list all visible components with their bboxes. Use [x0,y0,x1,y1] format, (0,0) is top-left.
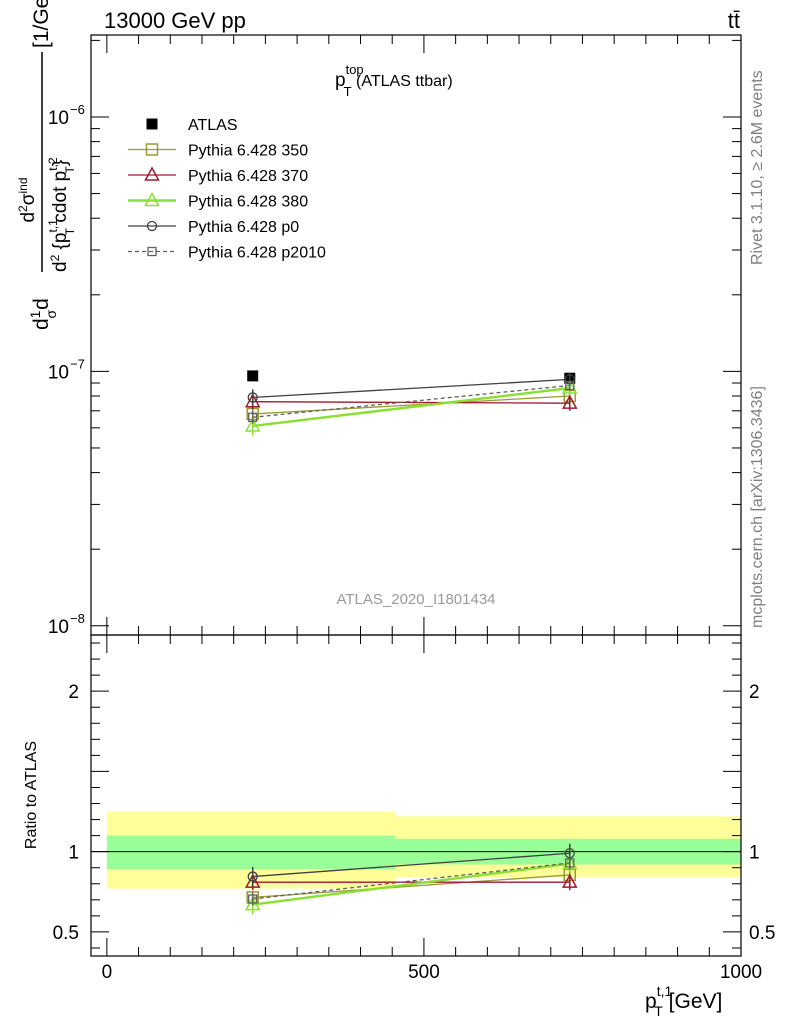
header-final-state: tt̄ [728,8,740,33]
ratio-y-tick-label-left: 0.5 [53,923,79,944]
legend-label-pythia-6-428-370: Pythia 6.428 370 [188,168,308,185]
main-point-pythia-6-428-370 [562,394,578,409]
main-point-pythia-6-428-p0 [247,392,258,403]
main-line-pythia-6-428-370 [252,401,570,404]
ratio-point-pythia-6-428-p2010 [565,858,575,868]
legend-marker-pythia-6-428-380 [144,191,160,207]
x-tick-label: 0 [102,962,113,983]
main-y-tick-exponent: −6 [70,102,85,117]
ratio-line-pythia-6-428-380 [252,862,570,906]
plot-title: ptop T (ATLAS ttbar) [335,62,453,99]
main-y-tick-exponent: −8 [70,611,85,626]
main-point-pythia-6-428-380 [244,417,261,432]
series-lines [252,378,570,906]
rivet-label: Rivet 3.1.10, ≥ 2.6M events [749,70,766,265]
ratio-y-tick-label-right: 0.5 [749,923,775,944]
svg-text:d1σd: d1σd [27,298,59,330]
main-line-pythia-6-428-380 [252,386,570,428]
main-y-tick-label: 10 [48,362,69,383]
ratio-y-tick-label-right: 1 [749,843,760,864]
svg-text:[1/GeV2]: [1/GeV2] [26,0,53,48]
main-point-atlas [247,370,259,382]
legend-label-pythia-6-428-380: Pythia 6.428 380 [188,194,308,211]
svg-text:d2σind: d2σind [16,177,39,222]
main-line-pythia-6-428-p0 [252,378,570,399]
header-process: 13000 GeV pp [104,8,246,33]
tick-labels: 10−810−710 −60.5 0.51 12 20 500 1000 [48,102,776,983]
ratio-y-tick-label-left: 2 [68,682,79,703]
legend-marker-pythia-6-428-370 [144,166,160,181]
ratio-frame [90,634,742,957]
legend-label-atlas: ATLAS [188,117,238,134]
ratio-uncertainty-bands [106,811,741,889]
x-tick-label: 500 [408,962,440,983]
ratio-point-pythia-6-428-p0 [247,871,258,882]
ratio-line-pythia-6-428-p0 [252,852,570,878]
main-y-axis-label: d1σd d2σind d2 {pt,1 T cdot pt,2 T} [1/GeV… [16,0,77,330]
axes [90,34,742,957]
ratio-point-pythia-6-428-370 [244,873,261,888]
x-tick-label: 1000 [720,962,762,983]
main-y-tick-exponent: −7 [70,356,85,371]
ratio-point-pythia-6-428-370 [562,873,578,888]
main-y-tick-label: 10 [48,617,69,638]
main-line-pythia-6-428-350 [252,395,570,415]
legend-marker-pythia-6-428-350 [145,143,159,156]
data-marks [244,370,578,915]
band-inner-0 [106,835,396,870]
x-axis-label: pt,1 T [GeV] [645,983,722,1019]
main-point-pythia-6-428-380 [562,379,578,394]
legend-label-pythia-6-428-p0: Pythia 6.428 p0 [188,219,299,236]
legend-label-pythia-6-428-350: Pythia 6.428 350 [188,143,308,160]
main-point-pythia-6-428-p2010 [248,412,258,422]
legend-marker-pythia-6-428-p2010 [147,246,157,257]
analysis-label: ATLAS_2020_I1801434 [336,591,495,608]
legend: ATLAS Pythia 6.428 350 Pythia 6.428 370 Pyt… [128,117,326,262]
ratio-point-pythia-6-428-p2010 [248,894,258,904]
mcplots-label: mcplots.cern.ch [arXiv:1306.3436] [749,386,766,628]
legend-label-pythia-6-428-p2010: Pythia 6.428 p2010 [188,245,326,262]
ratio-line-pythia-6-428-350 [252,874,570,899]
main-point-pythia-6-428-p2010 [565,380,575,391]
main-y-tick-label: 10 [48,108,69,129]
legend-marker-atlas [146,118,158,130]
ratio-y-tick-label-left: 1 [68,843,79,864]
legend-marker-pythia-6-428-p0 [146,220,158,232]
svg-text:d2 {pt,1T cdot pt,2T}: d2 {pt,1 T cdot pt,2 T} [46,157,77,272]
ratio-y-tick-label-right: 2 [749,682,760,703]
ratio-y-axis-label: Ratio to ATLAS [23,741,40,849]
